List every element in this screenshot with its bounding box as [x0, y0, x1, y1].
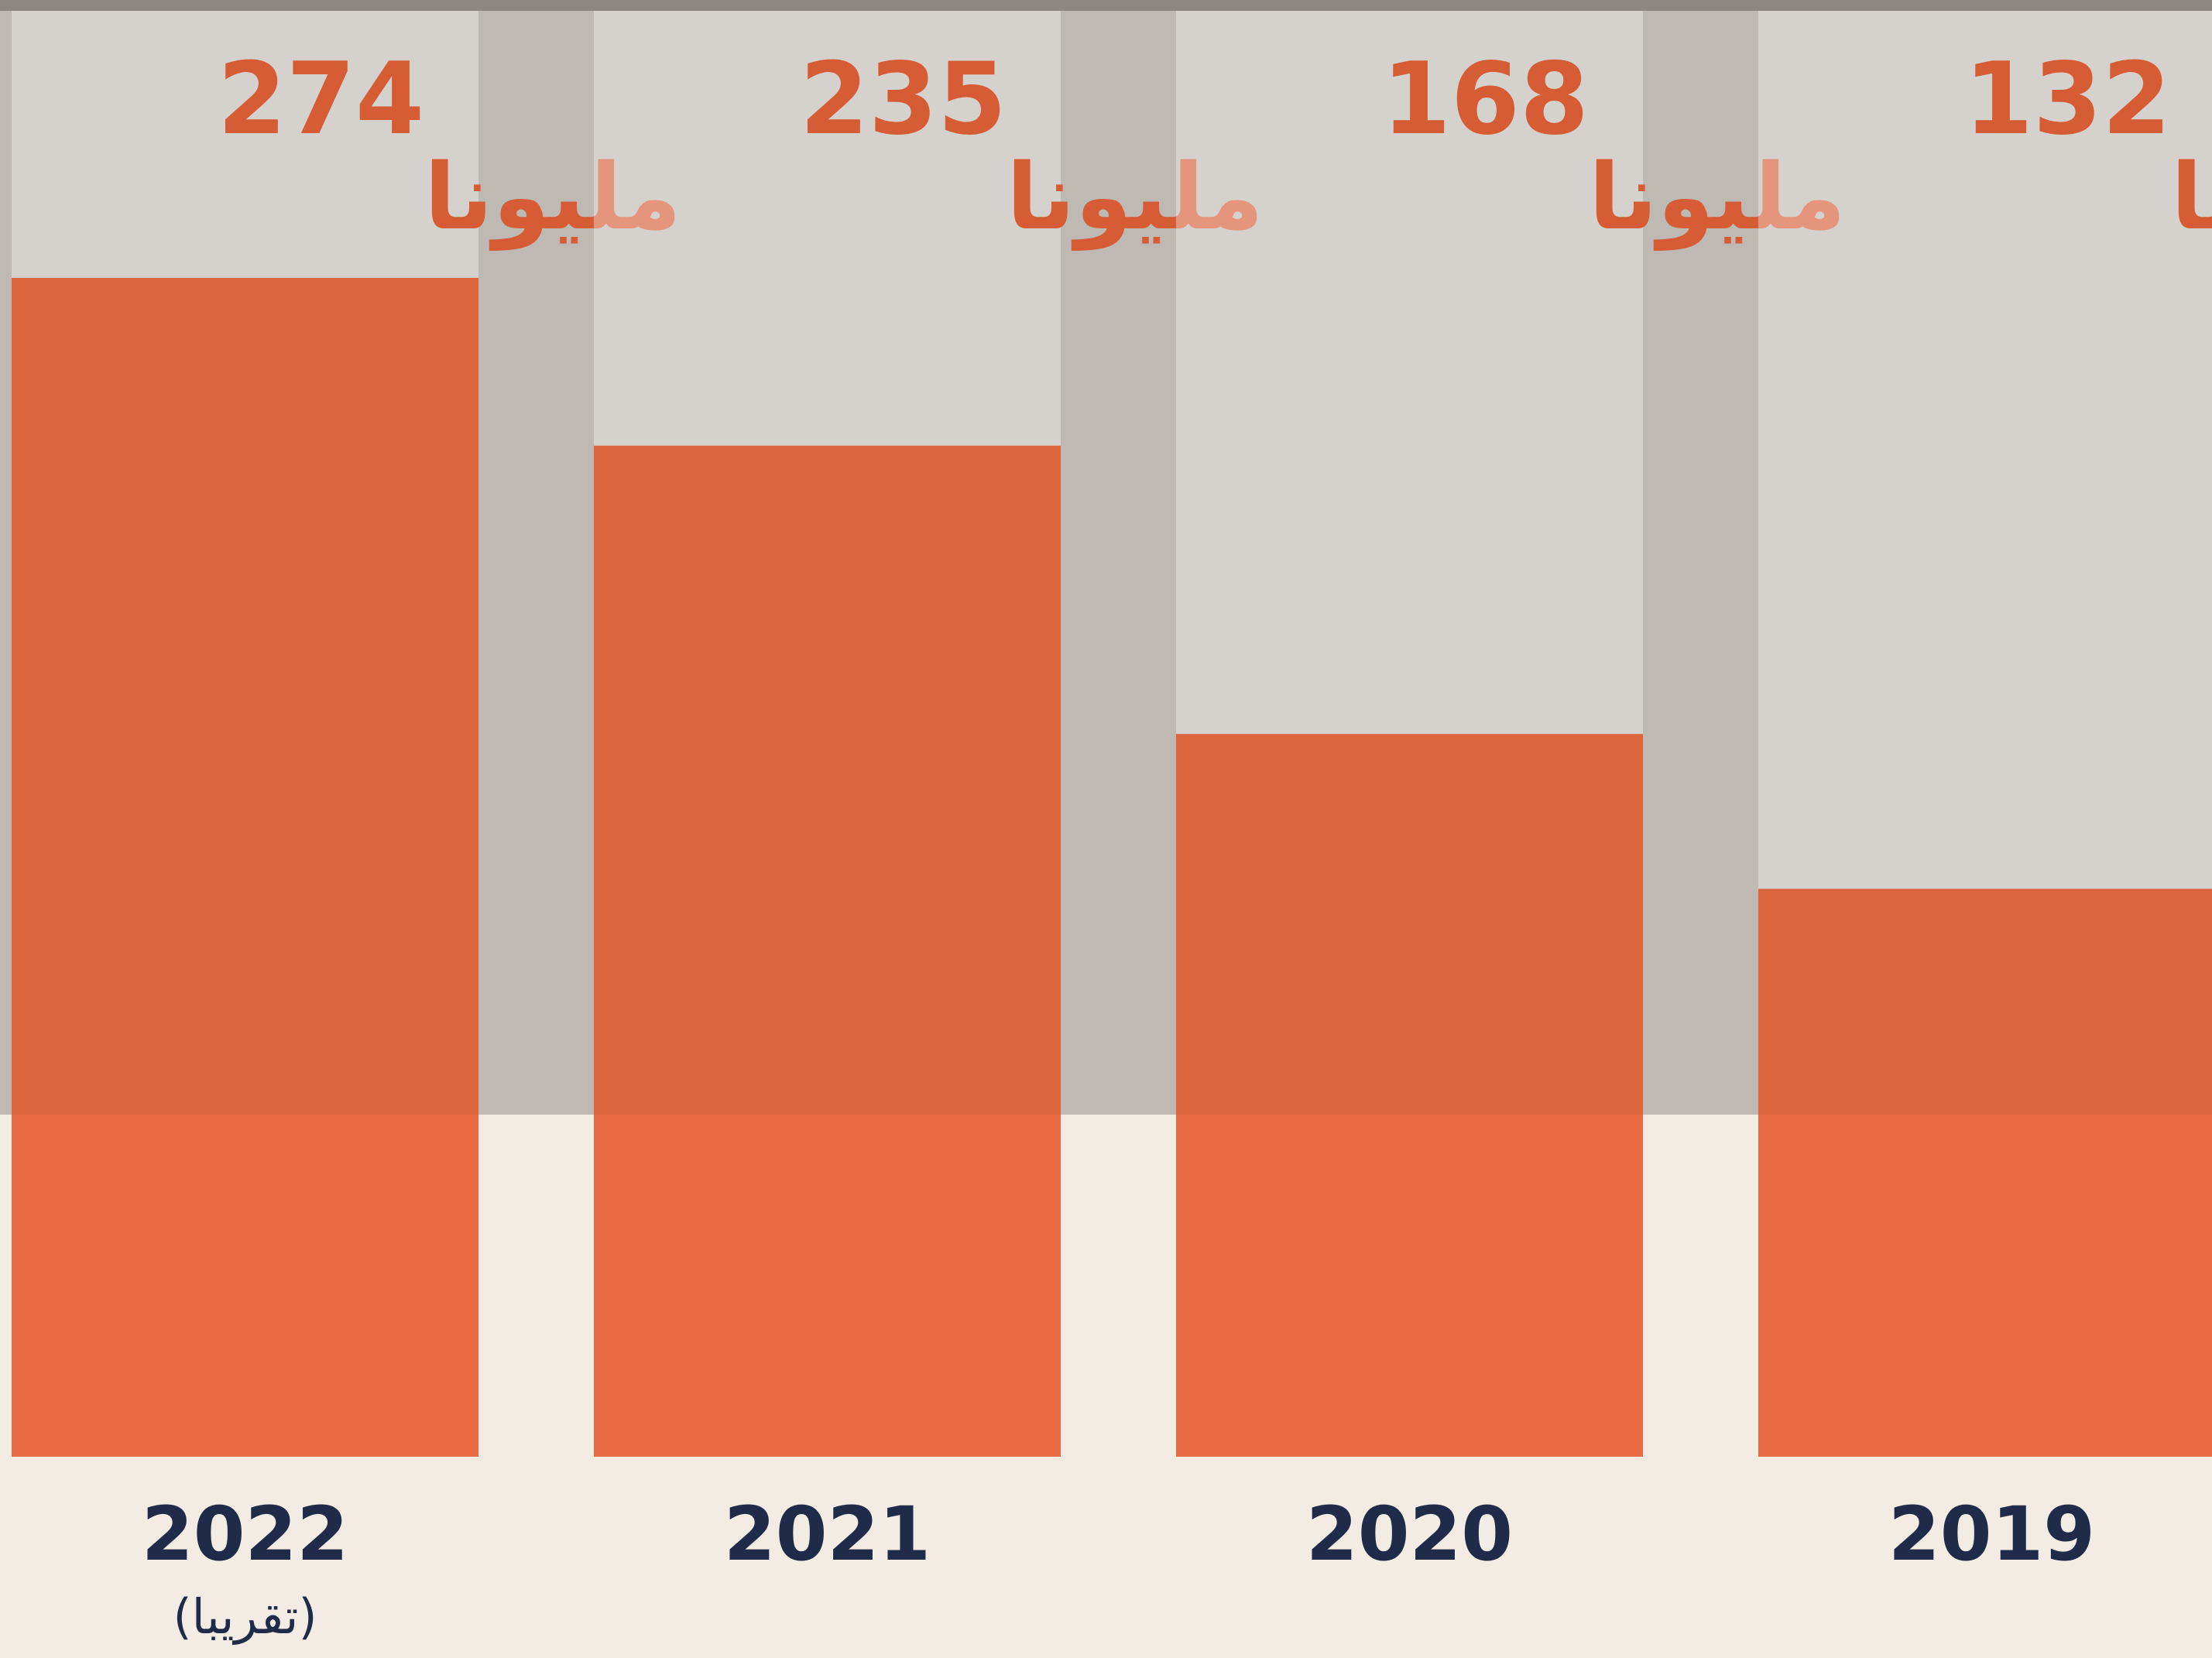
value-label: 274 [218, 42, 424, 157]
value-label: 235 [800, 42, 1007, 157]
value-label: 132 [1964, 42, 2171, 157]
x-tick-label: 2019 [1888, 1491, 2095, 1577]
bar-shade [1176, 734, 1643, 1115]
x-tick-label: 2021 [724, 1491, 931, 1577]
page: 274مليونا2022(تقريبا)235مليونا2021168ملي… [0, 0, 2212, 1658]
note: (تقريبا) [173, 1588, 317, 1645]
chart: 274مليونا2022(تقريبا)235مليونا2021168ملي… [0, 0, 2212, 1658]
x-tick-label: 2022 [142, 1491, 348, 1577]
bar-shade [12, 278, 478, 1115]
bar-shade [594, 446, 1061, 1115]
value-label: 168 [1382, 42, 1589, 157]
bar-shade [1758, 889, 2212, 1115]
x-tick-label: 2020 [1306, 1491, 1513, 1577]
photo-top-edge [0, 0, 2212, 11]
unit-label: مليونا [2171, 143, 2212, 251]
